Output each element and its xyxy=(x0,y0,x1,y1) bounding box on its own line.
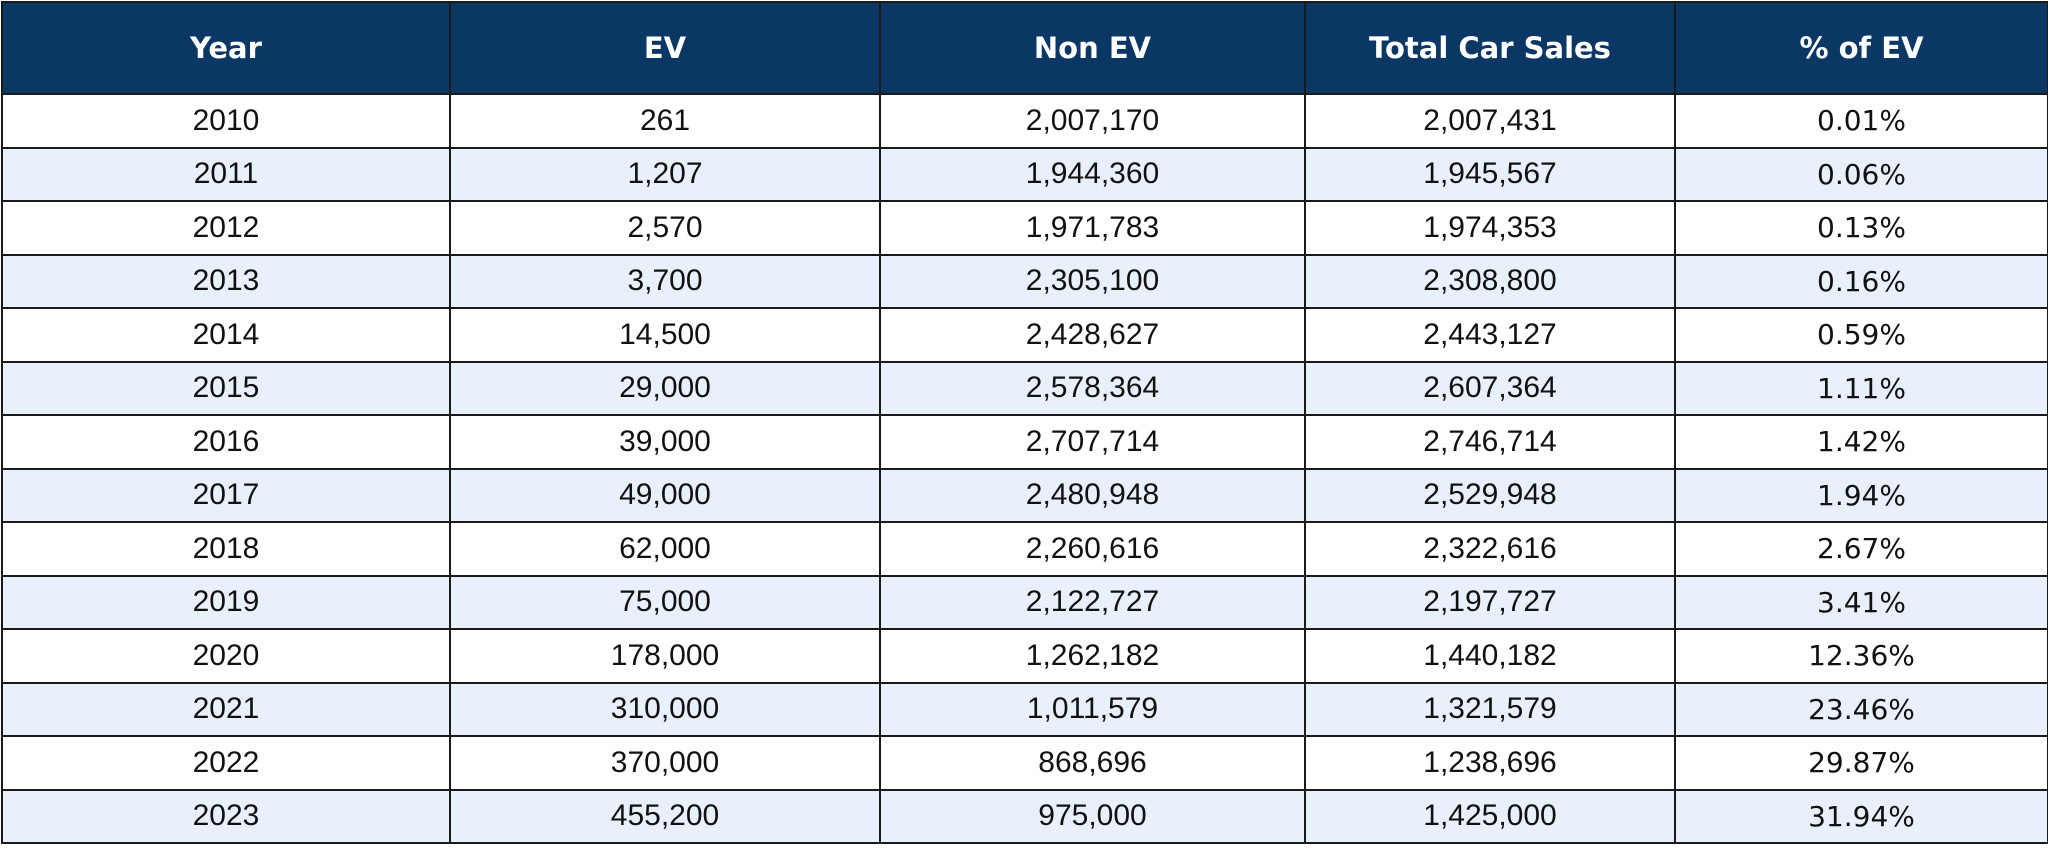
cell-non-ev: 975,000 xyxy=(879,788,1306,844)
cell-total-car-sales: 2,443,127 xyxy=(1304,307,1676,363)
table-row: 2010 261 2,007,170 2,007,431 0.01% xyxy=(1,93,2048,149)
cell-ev: 75,000 xyxy=(449,574,881,630)
cell-non-ev: 868,696 xyxy=(879,735,1306,791)
table-row: 2016 39,000 2,707,714 2,746,714 1.42% xyxy=(1,414,2048,470)
cell-non-ev: 2,260,616 xyxy=(879,521,1306,577)
header-year: Year xyxy=(1,1,451,95)
cell-ev: 3,700 xyxy=(449,253,881,309)
cell-total-car-sales: 2,007,431 xyxy=(1304,93,1676,149)
cell-ev: 310,000 xyxy=(449,681,881,737)
cell-year: 2010 xyxy=(1,93,451,149)
cell-ev: 455,200 xyxy=(449,788,881,844)
cell-total-car-sales: 1,238,696 xyxy=(1304,735,1676,791)
table-row: 2011 1,207 1,944,360 1,945,567 0.06% xyxy=(1,146,2048,202)
cell-ev: 62,000 xyxy=(449,521,881,577)
table-row: 2015 29,000 2,578,364 2,607,364 1.11% xyxy=(1,360,2048,416)
cell-year: 2021 xyxy=(1,681,451,737)
cell-percent-ev: 1.42% xyxy=(1674,414,2048,470)
cell-year: 2022 xyxy=(1,735,451,791)
cell-total-car-sales: 1,321,579 xyxy=(1304,681,1676,737)
cell-total-car-sales: 2,746,714 xyxy=(1304,414,1676,470)
cell-percent-ev: 3.41% xyxy=(1674,574,2048,630)
cell-ev: 261 xyxy=(449,93,881,149)
table-row: 2013 3,700 2,305,100 2,308,800 0.16% xyxy=(1,253,2048,309)
cell-total-car-sales: 2,529,948 xyxy=(1304,467,1676,523)
cell-percent-ev: 0.16% xyxy=(1674,253,2048,309)
cell-ev: 49,000 xyxy=(449,467,881,523)
cell-percent-ev: 1.11% xyxy=(1674,360,2048,416)
cell-non-ev: 2,305,100 xyxy=(879,253,1306,309)
cell-ev: 14,500 xyxy=(449,307,881,363)
cell-non-ev: 2,480,948 xyxy=(879,467,1306,523)
header-total-car-sales: Total Car Sales xyxy=(1304,1,1676,95)
cell-percent-ev: 12.36% xyxy=(1674,628,2048,684)
cell-percent-ev: 0.59% xyxy=(1674,307,2048,363)
cell-ev: 29,000 xyxy=(449,360,881,416)
cell-year: 2018 xyxy=(1,521,451,577)
cell-total-car-sales: 2,308,800 xyxy=(1304,253,1676,309)
cell-percent-ev: 1.94% xyxy=(1674,467,2048,523)
cell-non-ev: 2,007,170 xyxy=(879,93,1306,149)
cell-total-car-sales: 2,197,727 xyxy=(1304,574,1676,630)
cell-ev: 39,000 xyxy=(449,414,881,470)
table-row: 2017 49,000 2,480,948 2,529,948 1.94% xyxy=(1,467,2048,523)
cell-non-ev: 1,971,783 xyxy=(879,200,1306,256)
table-body: 2010 261 2,007,170 2,007,431 0.01% 2011 1,207 1… xyxy=(1,93,2048,844)
header-ev: EV xyxy=(449,1,881,95)
cell-non-ev: 2,578,364 xyxy=(879,360,1306,416)
table-header: Year EV Non EV Total Car Sales % of EV xyxy=(1,1,2048,95)
cell-total-car-sales: 2,607,364 xyxy=(1304,360,1676,416)
cell-year: 2015 xyxy=(1,360,451,416)
cell-non-ev: 1,011,579 xyxy=(879,681,1306,737)
cell-non-ev: 2,122,727 xyxy=(879,574,1306,630)
cell-percent-ev: 23.46% xyxy=(1674,681,2048,737)
cell-total-car-sales: 2,322,616 xyxy=(1304,521,1676,577)
cell-total-car-sales: 1,425,000 xyxy=(1304,788,1676,844)
table-row: 2021 310,000 1,011,579 1,321,579 23.46% xyxy=(1,681,2048,737)
cell-year: 2017 xyxy=(1,467,451,523)
cell-percent-ev: 29.87% xyxy=(1674,735,2048,791)
table-row: 2012 2,570 1,971,783 1,974,353 0.13% xyxy=(1,200,2048,256)
cell-non-ev: 1,944,360 xyxy=(879,146,1306,202)
table-row: 2022 370,000 868,696 1,238,696 29.87% xyxy=(1,735,2048,791)
cell-year: 2016 xyxy=(1,414,451,470)
cell-year: 2013 xyxy=(1,253,451,309)
cell-percent-ev: 0.13% xyxy=(1674,200,2048,256)
header-percent-ev: % of EV xyxy=(1674,1,2048,95)
table-row: 2023 455,200 975,000 1,425,000 31.94% xyxy=(1,788,2048,844)
cell-non-ev: 2,428,627 xyxy=(879,307,1306,363)
table-row: 2014 14,500 2,428,627 2,443,127 0.59% xyxy=(1,307,2048,363)
cell-total-car-sales: 1,945,567 xyxy=(1304,146,1676,202)
header-non-ev: Non EV xyxy=(879,1,1306,95)
cell-year: 2023 xyxy=(1,788,451,844)
table-row: 2018 62,000 2,260,616 2,322,616 2.67% xyxy=(1,521,2048,577)
cell-non-ev: 2,707,714 xyxy=(879,414,1306,470)
cell-year: 2014 xyxy=(1,307,451,363)
cell-percent-ev: 0.06% xyxy=(1674,146,2048,202)
table-row: 2019 75,000 2,122,727 2,197,727 3.41% xyxy=(1,574,2048,630)
cell-year: 2012 xyxy=(1,200,451,256)
cell-year: 2011 xyxy=(1,146,451,202)
cell-percent-ev: 2.67% xyxy=(1674,521,2048,577)
cell-non-ev: 1,262,182 xyxy=(879,628,1306,684)
cell-year: 2019 xyxy=(1,574,451,630)
cell-ev: 1,207 xyxy=(449,146,881,202)
table-row: 2020 178,000 1,262,182 1,440,182 12.36% xyxy=(1,628,2048,684)
cell-year: 2020 xyxy=(1,628,451,684)
cell-percent-ev: 0.01% xyxy=(1674,93,2048,149)
cell-percent-ev: 31.94% xyxy=(1674,788,2048,844)
cell-ev: 370,000 xyxy=(449,735,881,791)
cell-ev: 178,000 xyxy=(449,628,881,684)
cell-total-car-sales: 1,974,353 xyxy=(1304,200,1676,256)
header-row: Year EV Non EV Total Car Sales % of EV xyxy=(1,1,2048,95)
cell-ev: 2,570 xyxy=(449,200,881,256)
cell-total-car-sales: 1,440,182 xyxy=(1304,628,1676,684)
